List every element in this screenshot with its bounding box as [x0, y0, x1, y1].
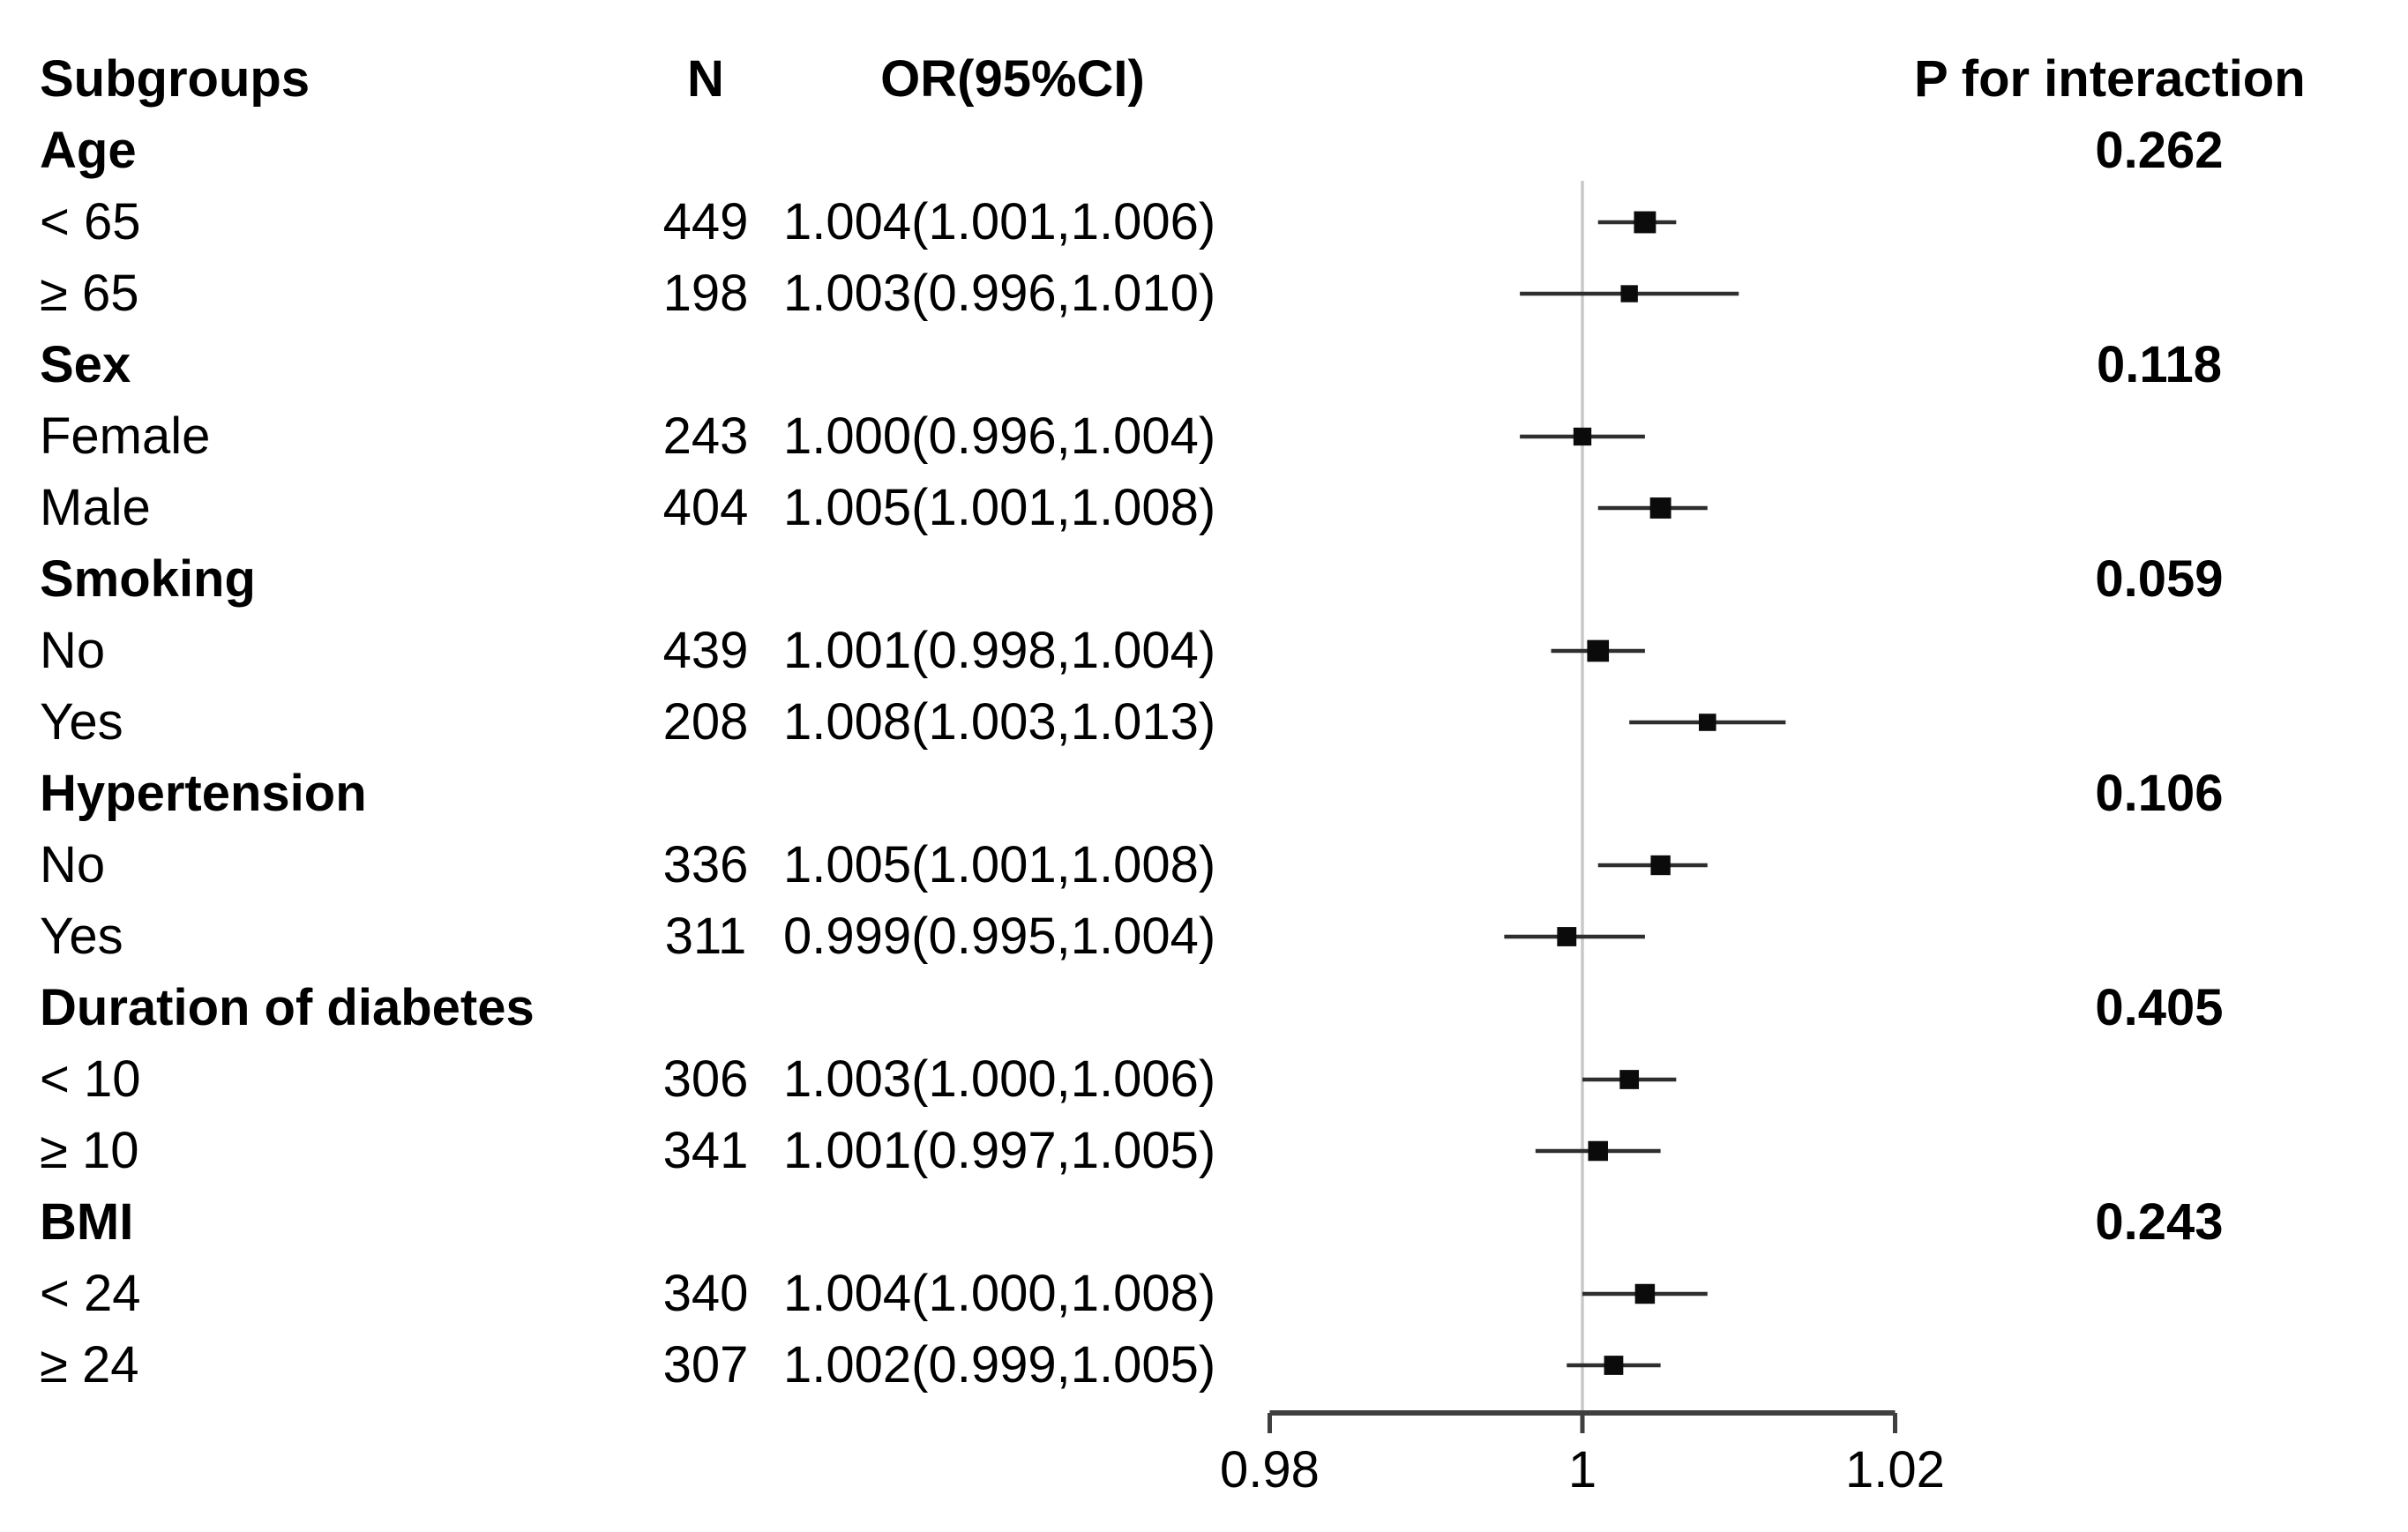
- or-marker: [1604, 1356, 1624, 1375]
- n-value: 307: [662, 1336, 749, 1394]
- subgroup-label: < 65: [40, 193, 141, 250]
- or-marker: [1649, 497, 1671, 519]
- or-ci-value: 1.004(1.001,1.006): [783, 193, 1216, 250]
- subgroup-label: Sex: [40, 336, 131, 393]
- subgroup-label: ≥ 65: [40, 265, 139, 322]
- subgroup-label: Smoking: [40, 550, 256, 608]
- subgroup-label: ≥ 10: [40, 1122, 139, 1179]
- p-interaction-value: 0.118: [2097, 336, 2222, 393]
- subgroup-label: Age: [40, 122, 137, 179]
- column-header-subgroups: Subgroups: [40, 50, 310, 108]
- n-value: 243: [662, 407, 749, 465]
- or-ci-value: 1.005(1.001,1.008): [783, 479, 1216, 536]
- p-interaction-value: 0.262: [2095, 122, 2224, 179]
- subgroup-label: < 24: [40, 1265, 141, 1322]
- column-header-p-interaction: P for interaction: [1914, 50, 2306, 108]
- or-marker: [1573, 427, 1592, 446]
- p-interaction-value: 0.106: [2095, 765, 2224, 822]
- subgroup-label: Yes: [40, 908, 123, 965]
- subgroup-label: Female: [40, 407, 211, 465]
- n-value: 311: [664, 908, 747, 965]
- or-marker: [1557, 927, 1577, 946]
- or-ci-value: 1.003(0.996,1.010): [783, 265, 1216, 322]
- n-value: 404: [662, 479, 749, 536]
- subgroup-label: ≥ 24: [40, 1336, 139, 1394]
- or-marker: [1699, 714, 1716, 731]
- or-ci-value: 1.004(1.000,1.008): [783, 1265, 1216, 1322]
- x-axis-tick-label: 0.98: [1220, 1441, 1320, 1498]
- n-value: 449: [662, 193, 749, 250]
- or-ci-value: 1.001(0.997,1.005): [783, 1122, 1216, 1179]
- subgroup-label: BMI: [40, 1193, 134, 1251]
- subgroup-label: Duration of diabetes: [40, 979, 535, 1036]
- subgroup-label: Male: [40, 479, 151, 536]
- p-interaction-value: 0.243: [2095, 1193, 2224, 1251]
- or-marker: [1588, 1140, 1608, 1162]
- or-marker: [1634, 1283, 1656, 1304]
- or-marker: [1619, 1070, 1640, 1089]
- or-ci-value: 1.002(0.999,1.005): [783, 1336, 1216, 1394]
- or-ci-value: 1.000(0.996,1.004): [783, 407, 1216, 465]
- or-marker: [1634, 211, 1656, 234]
- n-value: 336: [662, 836, 749, 893]
- subgroup-label: No: [40, 622, 106, 679]
- subgroup-label: Yes: [40, 693, 123, 751]
- x-axis-tick-label: 1.02: [1845, 1441, 1945, 1498]
- subgroup-label: Hypertension: [40, 765, 367, 822]
- column-header-n: N: [687, 50, 724, 108]
- n-value: 341: [662, 1122, 749, 1179]
- n-value: 208: [662, 693, 749, 751]
- or-marker: [1587, 639, 1610, 662]
- or-ci-value: 0.999(0.995,1.004): [783, 908, 1216, 965]
- or-ci-value: 1.008(1.003,1.013): [783, 693, 1216, 751]
- p-interaction-value: 0.405: [2095, 979, 2224, 1036]
- subgroup-label: No: [40, 836, 106, 893]
- n-value: 439: [662, 622, 749, 679]
- or-ci-value: 1.003(1.000,1.006): [783, 1050, 1216, 1108]
- subgroup-label: < 10: [40, 1050, 141, 1108]
- n-value: 306: [662, 1050, 749, 1108]
- or-marker: [1620, 285, 1638, 303]
- column-header-or-ci: OR(95%CI): [880, 50, 1145, 108]
- p-interaction-value: 0.059: [2095, 550, 2224, 608]
- n-value: 340: [662, 1265, 749, 1322]
- or-ci-value: 1.005(1.001,1.008): [783, 836, 1216, 893]
- n-value: 198: [662, 265, 749, 322]
- or-ci-value: 1.001(0.998,1.004): [783, 622, 1216, 679]
- or-marker: [1650, 855, 1671, 876]
- x-axis-tick-label: 1: [1567, 1441, 1597, 1498]
